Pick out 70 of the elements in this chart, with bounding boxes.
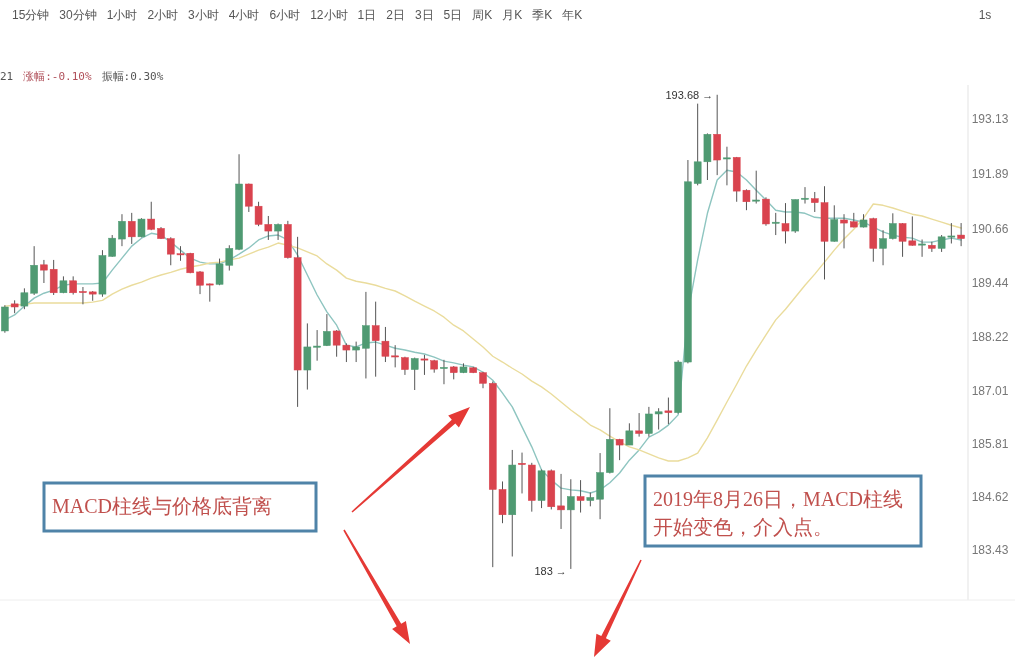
text: 30分钟 bbox=[59, 8, 97, 22]
text: 12小时 bbox=[310, 8, 348, 22]
text: 4小时 bbox=[228, 8, 260, 22]
text: 21 bbox=[0, 70, 14, 83]
candlestick bbox=[918, 239, 926, 258]
candlestick bbox=[352, 341, 360, 363]
candlestick bbox=[1, 304, 9, 334]
y-tick-label: 188.22 bbox=[971, 330, 1009, 345]
text: 1小时 bbox=[106, 8, 138, 22]
candlestick bbox=[196, 270, 204, 295]
annotation: 2019年8月26日，MACD柱线 bbox=[653, 488, 904, 510]
candlestick bbox=[664, 397, 673, 425]
candlestick bbox=[635, 412, 643, 438]
candlestick bbox=[576, 479, 585, 514]
candlestick bbox=[49, 259, 58, 296]
candlestick bbox=[127, 212, 136, 245]
candlestick bbox=[625, 422, 634, 446]
line-series bbox=[4, 203, 962, 462]
y-tick-label: 190.66 bbox=[971, 221, 1009, 236]
candlestick bbox=[830, 204, 839, 243]
candlestick bbox=[723, 146, 731, 186]
annotation: 193.68 → bbox=[665, 88, 714, 101]
annotation: MACD柱线与价格底背离 bbox=[52, 495, 273, 517]
y-tick-label: 183.43 bbox=[971, 542, 1009, 557]
candlestick bbox=[957, 222, 965, 247]
candlestick bbox=[879, 229, 887, 266]
candlestick bbox=[801, 186, 809, 205]
text: 3小时 bbox=[188, 8, 219, 22]
candlestick bbox=[771, 212, 780, 236]
text: 5日 bbox=[443, 8, 463, 22]
text: 1s bbox=[978, 8, 992, 22]
y-tick-label: 187.01 bbox=[971, 383, 1009, 398]
y-tick-label: 191.89 bbox=[971, 167, 1009, 182]
text: 振幅:0.30% bbox=[101, 70, 164, 83]
candlestick bbox=[410, 357, 419, 391]
candlestick bbox=[752, 170, 760, 205]
y-tick-label: 189.44 bbox=[971, 276, 1009, 291]
text: 季K bbox=[532, 8, 553, 22]
candlestick bbox=[557, 473, 565, 530]
candlestick bbox=[118, 213, 126, 247]
candlestick bbox=[274, 223, 282, 241]
y-tick-label: 185.81 bbox=[971, 437, 1009, 452]
text: 2小时 bbox=[147, 8, 179, 22]
text: 年K bbox=[562, 8, 583, 22]
text: 1日 bbox=[357, 8, 377, 22]
candlestick bbox=[362, 291, 370, 379]
text: 月K bbox=[502, 8, 523, 22]
text: 2日 bbox=[386, 8, 405, 22]
candlestick bbox=[889, 212, 897, 240]
y-tick-label: 193.13 bbox=[971, 112, 1009, 127]
candlestick bbox=[840, 213, 848, 249]
annotation: 183 → bbox=[534, 564, 567, 577]
candlestick bbox=[40, 259, 48, 284]
candlestick bbox=[323, 313, 331, 347]
annotation: 开始变色，介入点。 bbox=[653, 516, 833, 538]
candlestick bbox=[371, 301, 380, 378]
candlestick bbox=[79, 286, 87, 305]
candlestick bbox=[147, 201, 156, 231]
candlestick bbox=[781, 202, 790, 244]
text: 15分钟 bbox=[12, 8, 50, 22]
text: 3日 bbox=[414, 8, 434, 22]
candlestick bbox=[440, 359, 448, 385]
text: 涨幅:-0.10% bbox=[23, 70, 92, 83]
candlestick bbox=[518, 452, 526, 494]
candlestick bbox=[69, 275, 77, 296]
text: 6小时 bbox=[269, 8, 301, 22]
candlestick bbox=[206, 282, 214, 303]
y-tick-label: 184.62 bbox=[971, 490, 1009, 504]
text: 周K bbox=[472, 8, 493, 22]
candlestick bbox=[567, 478, 575, 570]
